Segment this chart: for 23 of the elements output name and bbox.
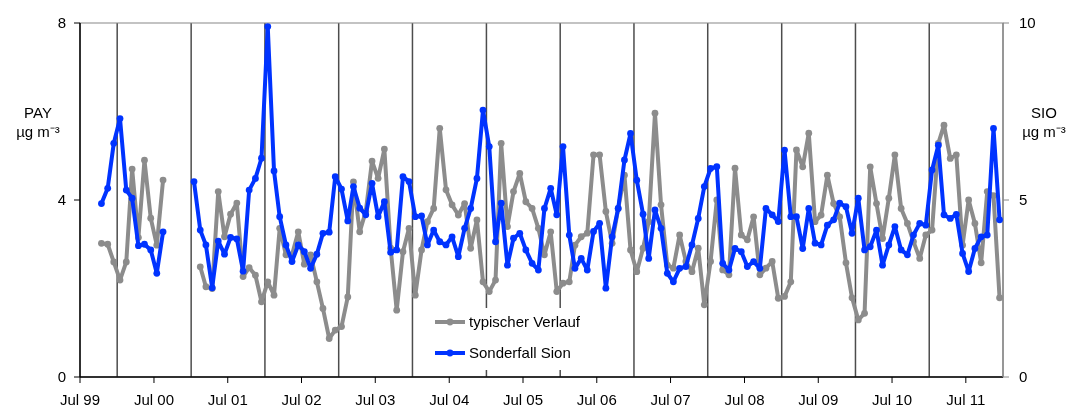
legend-label: Sonderfall Sion: [469, 344, 571, 361]
x-tick-label: Jul 00: [133, 391, 174, 408]
x-tick-label: Jul 03: [355, 391, 396, 408]
x-tick-label: Jul 10: [872, 391, 913, 408]
x-tick-label: Jul 11: [946, 391, 986, 408]
x-tick-label: Jul 99: [59, 391, 101, 408]
x-tick-label: Jul 04: [429, 391, 470, 408]
y-tick-label: 8: [57, 14, 66, 31]
y2-tick-label: 5: [1019, 191, 1028, 208]
x-tick-label: Jul 07: [650, 391, 691, 408]
y-tick-label: 0: [57, 368, 66, 385]
x-tick-label: Jul 06: [576, 391, 617, 408]
y2-tick-label: 10: [1019, 14, 1036, 31]
y2-axis-title: SIO µg m⁻³: [1022, 104, 1066, 140]
y-axis-title: PAY µg m⁻³: [16, 104, 60, 140]
legend-label: typischer Verlauf: [469, 313, 581, 330]
y-tick-label: 4: [57, 191, 66, 208]
x-tick-label: Jul 08: [724, 391, 765, 408]
x-tick-label: Jul 09: [798, 391, 839, 408]
x-tick-label: Jul 05: [502, 391, 544, 408]
x-tick-label: Jul 02: [281, 391, 322, 408]
y2-tick-label: 0: [1019, 368, 1028, 385]
x-tick-label: Jul 01: [207, 391, 248, 408]
